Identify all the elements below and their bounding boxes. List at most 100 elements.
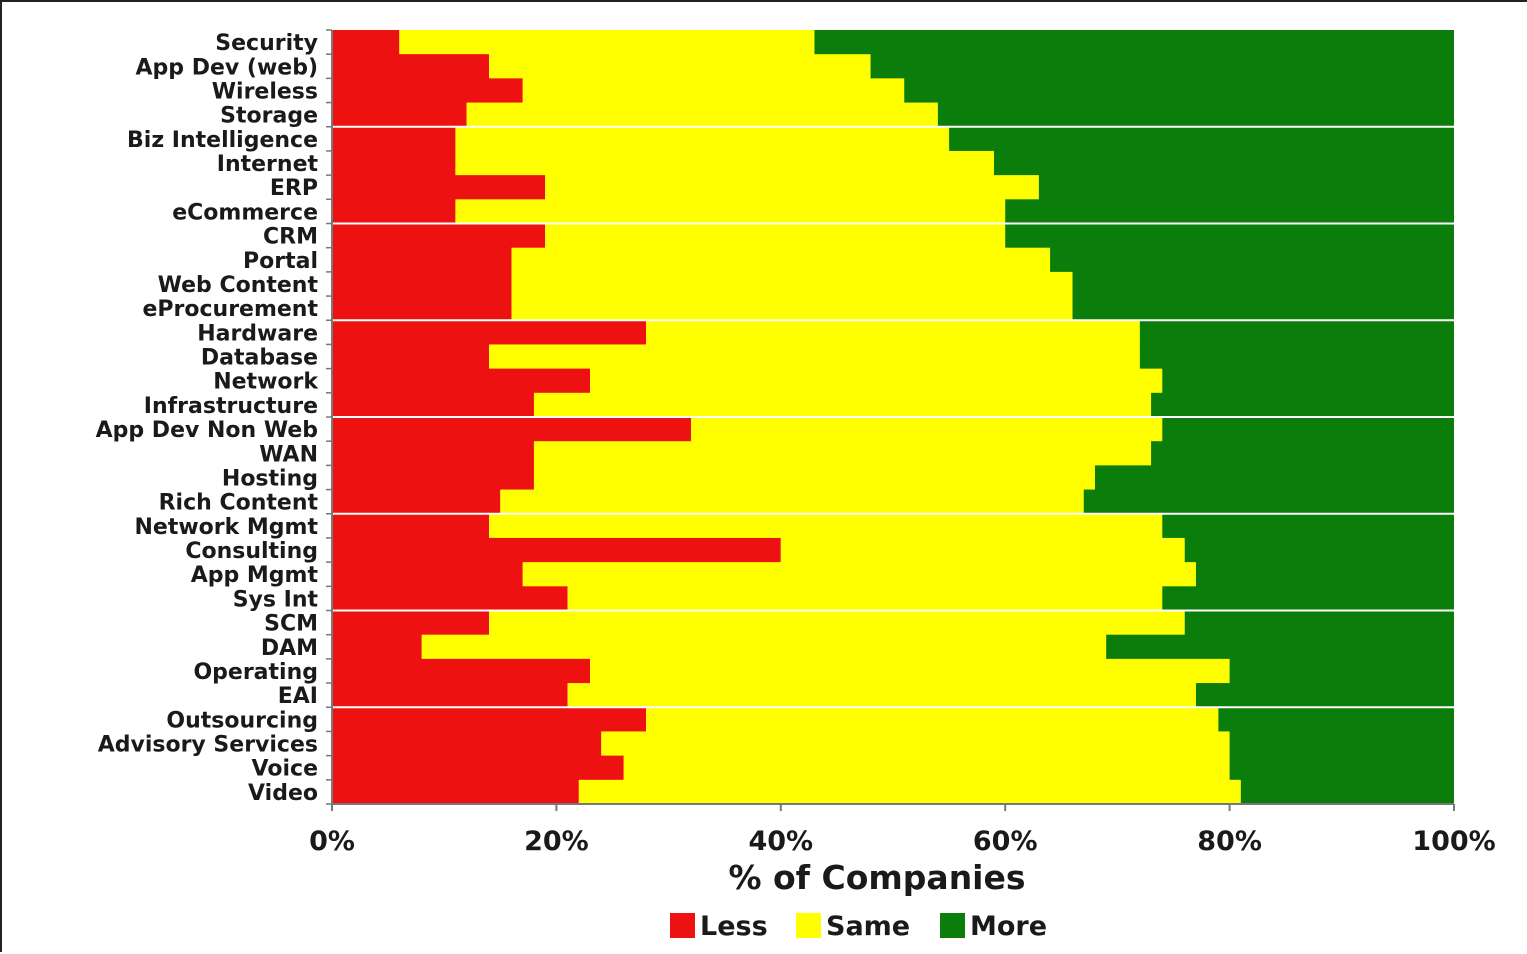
bar-more-app-mgmt	[1195, 562, 1454, 587]
bar-less-hosting	[332, 465, 534, 491]
bar-more-database	[1139, 344, 1454, 370]
bar-less-internet	[332, 150, 456, 176]
bar-same-eai	[567, 683, 1196, 708]
bar-same-network	[590, 368, 1163, 394]
bar-same-network-mgmt	[489, 513, 1163, 539]
bar-less-network	[332, 368, 591, 394]
category-label: Network	[213, 370, 319, 395]
legend-label-same: Same	[826, 911, 910, 942]
bar-less-app-dev-web	[332, 54, 490, 79]
bar-more-portal	[1050, 247, 1454, 273]
bar-more-biz-intelligence	[949, 126, 1454, 152]
bar-same-wan	[533, 441, 1152, 466]
bar-more-web-content	[1072, 271, 1454, 297]
bar-less-portal	[332, 247, 512, 273]
bar-same-ecommerce	[455, 199, 1006, 225]
bar-less-crm	[332, 223, 546, 249]
legend-swatch-same	[796, 913, 821, 938]
legend-swatch-less	[670, 913, 695, 938]
bar-same-dam	[421, 634, 1107, 660]
bar-more-hardware	[1139, 320, 1454, 346]
category-label: Infrastructure	[144, 394, 318, 419]
bar-more-ecommerce	[1005, 199, 1454, 225]
bar-same-app-dev-non-web	[691, 417, 1163, 442]
bar-same-app-mgmt	[522, 562, 1196, 587]
bar-more-voice	[1229, 755, 1454, 781]
bar-more-eprocurement	[1072, 296, 1454, 321]
bar-same-database	[489, 344, 1140, 370]
legend: Less Same More	[670, 911, 1047, 942]
bar-more-network	[1162, 368, 1454, 394]
category-separators	[332, 125, 1454, 709]
bar-less-eprocurement	[332, 296, 512, 321]
category-label: Internet	[217, 152, 319, 177]
bar-less-hardware	[332, 320, 647, 346]
bar-less-voice	[332, 755, 624, 781]
bar-same-video	[578, 779, 1241, 805]
x-axis: 0% 20% 40% 60% 80% 100%	[309, 29, 1496, 857]
bar-same-biz-intelligence	[455, 126, 950, 152]
bar-more-app-dev-non-web	[1162, 417, 1454, 442]
bar-less-consulting	[332, 537, 781, 563]
bar-more-crm	[1005, 223, 1454, 249]
bar-less-biz-intelligence	[332, 126, 456, 152]
category-label: Storage	[220, 104, 318, 129]
category-label: Rich Content	[159, 491, 319, 516]
bar-less-advisory-services	[332, 731, 602, 757]
bar-same-infrastructure	[533, 392, 1152, 418]
bar-less-sys-int	[332, 586, 568, 612]
bar-same-security	[399, 30, 815, 55]
bar-less-eai	[332, 683, 568, 708]
bar-same-hosting	[533, 465, 1095, 491]
category-label: Biz Intelligence	[127, 128, 318, 153]
bar-less-scm	[332, 610, 490, 636]
bar-same-advisory-services	[601, 731, 1230, 757]
bar-same-eprocurement	[511, 296, 1073, 321]
x-tick-label: 100%	[1412, 826, 1495, 857]
bar-same-sys-int	[567, 586, 1163, 612]
category-label: Hardware	[197, 321, 318, 346]
category-label: CRM	[263, 225, 318, 250]
category-label: Hosting	[222, 466, 318, 491]
bar-more-dam	[1106, 634, 1454, 660]
category-label: eCommerce	[172, 200, 318, 225]
bar-same-wireless	[522, 78, 905, 104]
category-label: App Dev Non Web	[96, 418, 318, 443]
bar-more-outsourcing	[1218, 707, 1454, 733]
legend-label-less: Less	[700, 911, 768, 942]
category-label: Advisory Services	[98, 733, 318, 758]
category-label: App Mgmt	[191, 563, 319, 588]
bar-same-portal	[511, 247, 1051, 273]
bar-same-hardware	[646, 320, 1140, 346]
bar-more-security	[814, 30, 1454, 55]
category-label: Voice	[252, 757, 318, 782]
category-label: SCM	[264, 612, 318, 637]
category-label: Sys Int	[233, 587, 319, 612]
bar-less-database	[332, 344, 490, 370]
category-label: Video	[248, 781, 318, 806]
bar-same-scm	[489, 610, 1185, 636]
bar-more-wireless	[904, 78, 1454, 104]
bar-more-video	[1240, 779, 1454, 805]
x-tick-label: 20%	[524, 826, 589, 857]
x-tick-label: 60%	[973, 826, 1038, 857]
bar-more-wan	[1151, 441, 1454, 466]
bar-same-web-content	[511, 271, 1073, 297]
x-tick-label: 80%	[1197, 826, 1262, 857]
category-label: EAI	[278, 684, 318, 709]
category-label: Portal	[243, 249, 318, 274]
bar-less-app-mgmt	[332, 562, 523, 587]
bar-same-internet	[455, 150, 994, 176]
bar-same-erp	[545, 175, 1039, 200]
bar-less-rich-content	[332, 489, 501, 515]
category-label: App Dev (web)	[136, 55, 318, 80]
bar-more-infrastructure	[1151, 392, 1454, 418]
bar-more-storage	[937, 102, 1454, 128]
bar-less-wireless	[332, 78, 523, 104]
category-label: Security	[215, 31, 318, 56]
bar-same-consulting	[780, 537, 1185, 563]
bar-more-sys-int	[1162, 586, 1454, 612]
bar-more-network-mgmt	[1162, 513, 1454, 539]
